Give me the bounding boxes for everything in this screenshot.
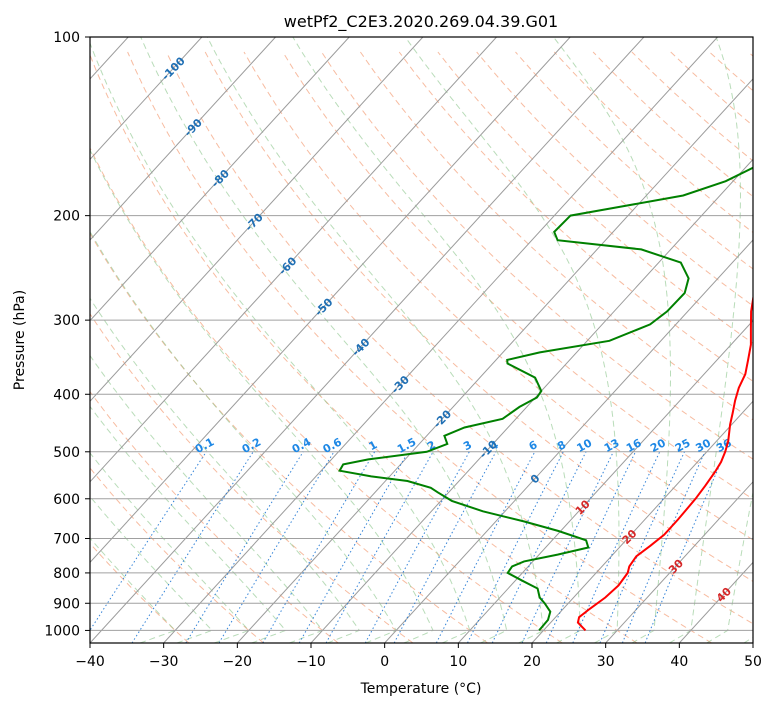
x-tick-label: 30 [597,654,615,670]
isotherm-line [605,481,753,643]
moist-adiabat-line [90,148,434,643]
isotherm-line [384,239,753,643]
y-tick-label: 800 [53,566,80,582]
moist-adiabat-line [553,37,671,643]
dry-adiabat-line [321,51,753,460]
mixing-ratio-line [90,451,207,632]
mixing-ratio-line [185,451,304,643]
x-tick-label: −10 [296,654,326,670]
y-tick-label: 500 [53,445,80,461]
profile-line [338,166,753,632]
isotherm-line [90,37,571,564]
isotherm-line [90,37,424,402]
profile-line [576,296,753,632]
x-tick-label: 20 [523,654,541,670]
moist-adiabat-line [90,354,324,643]
dry-adiabat-line [282,51,753,500]
x-tick-label: −30 [149,654,179,670]
chart-title: wetPf2_C2E3.2020.269.04.39.G01 [284,12,558,32]
mixing-ratio-line [131,451,254,643]
profile-series [338,166,753,632]
isotherm-line [310,158,753,643]
axis-ticks: −40 −30 −20 −10 0 10 20 30 40 50 100 200 300 400 500 60… [44,30,762,670]
moist-adiabat-line [140,37,508,643]
dry-adiabat-line [90,53,638,643]
x-tick-label: −40 [75,654,105,670]
dry-adiabat-line [165,51,753,625]
isotherm-line [457,319,753,643]
moist-adiabat-line [90,452,250,643]
mixing-ratio-label: 16 [624,436,644,455]
y-tick-label: 700 [53,532,80,548]
moist-adiabat-line [206,37,545,643]
mixing-ratio-line [467,451,564,643]
mixing-ratio-label: 20 [648,436,668,455]
y-tick-label: 900 [53,596,80,612]
dry-adiabat-line [90,542,190,643]
isotherm-line [90,37,645,643]
plot-frame [89,36,754,644]
mixing-ratio-line [599,451,685,643]
y-tick-label: 1000 [44,623,80,639]
dry-adiabat-line [90,146,563,643]
dry-adiabat-line [127,51,712,643]
y-tick-label: 400 [53,387,80,403]
isotherm-line [90,37,350,322]
x-tick-label: 40 [670,654,688,670]
dry-adiabat-line [204,51,753,582]
moist-adiabat-line [90,230,397,643]
moist-adiabat-line [706,489,753,643]
x-tick-label: 50 [744,654,762,670]
mixing-ratio-label: 25 [673,436,693,455]
isotherm-line [90,37,203,161]
mixing-ratio-line [218,451,335,643]
dry-adiabat-line [90,232,488,643]
moist-adiabat-line [90,41,471,643]
y-tick-label: 100 [53,30,80,46]
mixing-ratio-label: 30 [693,436,713,455]
isotherm-line [236,78,753,643]
mixing-ratio-line [393,451,497,643]
y-tick-label: 600 [53,492,80,508]
isotherm-line [163,37,718,643]
dry-adiabat-line [243,51,753,541]
mixing-ratio-line [325,451,434,643]
mixing-ratio-line [621,451,706,643]
mixing-ratio-label: 10 [575,436,595,455]
mixing-ratio-label: 13 [602,436,622,455]
mixing-ratio-line [491,451,587,643]
y-tick-label: 300 [53,313,80,329]
y-axis-title: Pressure (hPa) [12,290,28,390]
isotherm-line [90,37,276,241]
moist-adiabat-line [669,37,742,643]
dry-adiabat-line [90,467,264,643]
isotherm-line [90,37,497,483]
x-tick-label: −20 [223,654,253,670]
mixing-ratio-line [644,451,727,643]
moist-adiabat-line [404,37,620,643]
y-tick-label: 200 [53,209,80,225]
isotherm-line [531,400,753,643]
moist-adiabat-line [90,297,361,643]
x-axis-title: Temperature (°C) [360,681,482,697]
moist-adiabat-line [90,405,287,643]
moist-adiabat-line [292,37,581,643]
x-tick-label: 0 [380,654,389,670]
x-tick-label: 10 [449,654,467,670]
mixing-ratio-line [364,451,470,643]
background-lines [90,37,753,643]
